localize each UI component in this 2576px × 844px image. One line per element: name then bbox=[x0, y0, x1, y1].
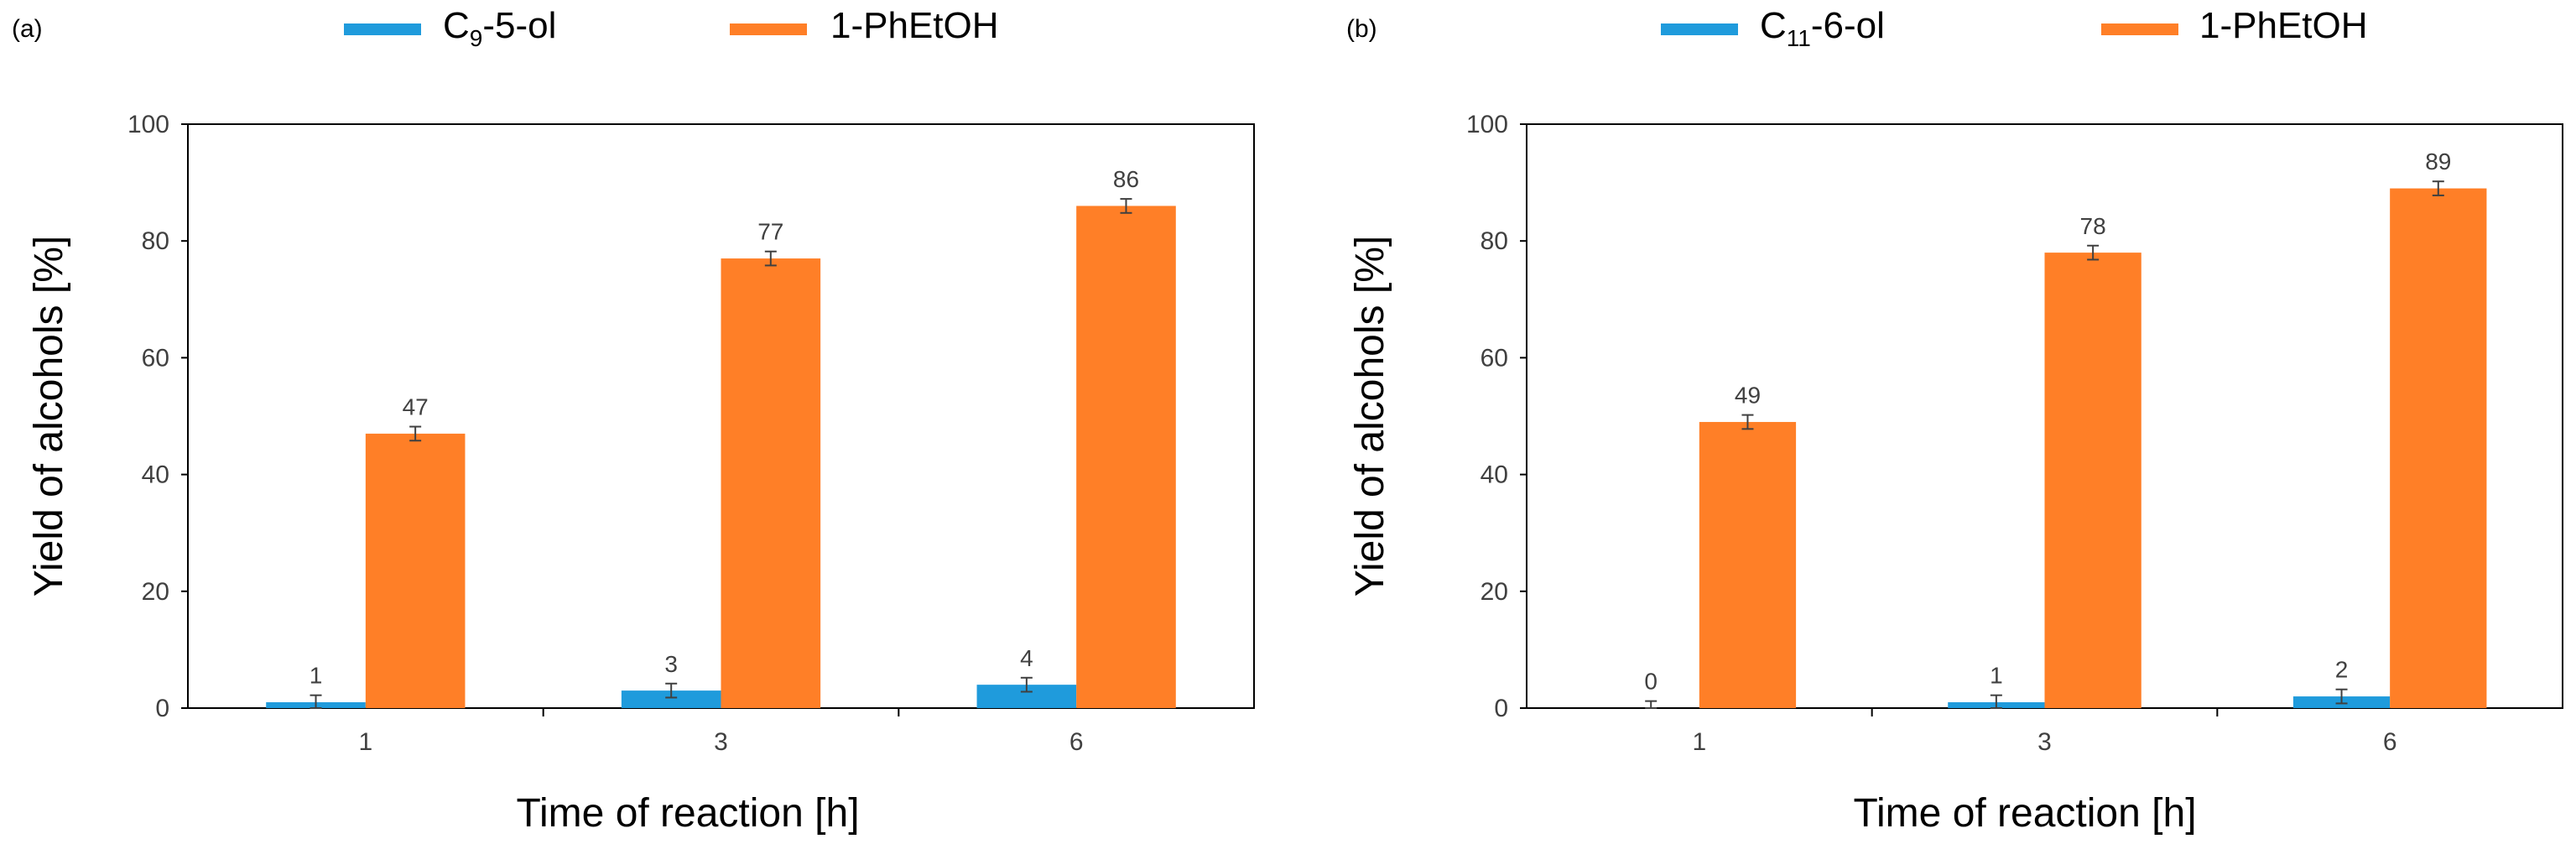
data-label: 77 bbox=[757, 219, 783, 245]
y-tick-label: 60 bbox=[1481, 344, 1508, 372]
y-tick-label: 100 bbox=[127, 111, 169, 138]
bar-series2-cat3 bbox=[2390, 188, 2487, 708]
x-tick-label: 6 bbox=[2383, 728, 2397, 756]
y-tick-label: 80 bbox=[1481, 227, 1508, 255]
data-label: 4 bbox=[1020, 645, 1033, 671]
error-bar bbox=[409, 425, 422, 442]
x-tick-label: 3 bbox=[2037, 728, 2052, 756]
data-label: 89 bbox=[2425, 148, 2451, 175]
y-tick-label: 0 bbox=[155, 695, 169, 722]
x-tick-label: 1 bbox=[1692, 728, 1706, 756]
error-bar bbox=[764, 250, 777, 267]
error-bar bbox=[665, 682, 678, 699]
error-bar bbox=[1020, 676, 1033, 693]
error-bar bbox=[1741, 414, 1754, 430]
bar-series2-cat1 bbox=[365, 433, 466, 708]
bar-series2-cat2 bbox=[2044, 253, 2141, 708]
data-label: 3 bbox=[664, 651, 678, 677]
y-tick-label: 0 bbox=[1494, 695, 1508, 722]
y-tick-label: 40 bbox=[142, 461, 169, 489]
legend-swatch-2 bbox=[2101, 23, 2178, 35]
data-label: 2 bbox=[2335, 657, 2349, 683]
data-label: 86 bbox=[1113, 166, 1139, 192]
y-tick-label: 100 bbox=[1466, 111, 1508, 138]
legend-label-1: C9-5-ol bbox=[443, 5, 556, 51]
legend-label-2: 1-PhEtOH bbox=[830, 5, 999, 46]
legend-label-2: 1-PhEtOH bbox=[2199, 5, 2368, 46]
y-axis-title: Yield of alcohols [%] bbox=[1348, 236, 1392, 597]
legend-swatch-1 bbox=[344, 23, 421, 35]
panel-label: (a) bbox=[12, 15, 43, 43]
data-label: 49 bbox=[1735, 383, 1761, 409]
error-bar bbox=[1120, 198, 1132, 214]
y-tick-label: 20 bbox=[1481, 578, 1508, 606]
bar-series2-cat1 bbox=[1699, 421, 1797, 708]
y-tick-label: 60 bbox=[142, 344, 169, 372]
x-axis-title: Time of reaction [h] bbox=[1853, 791, 2196, 836]
y-tick-label: 80 bbox=[142, 227, 169, 255]
x-axis-title: Time of reaction [h] bbox=[516, 791, 859, 836]
data-label: 78 bbox=[2080, 213, 2106, 239]
error-bar bbox=[2432, 180, 2444, 196]
legend-label-1: C11-6-ol bbox=[1760, 5, 1885, 51]
bar-series2-cat3 bbox=[1076, 206, 1176, 708]
chart-panel-1: (a) C9-5-ol 1-PhEtOH 0 20 40 60 80 100 1 1 47 3 3 77 6 4… bbox=[12, 5, 1255, 836]
x-tick-label: 1 bbox=[358, 728, 372, 756]
x-tick-label: 6 bbox=[1069, 728, 1084, 756]
bar-series2-cat2 bbox=[721, 258, 821, 709]
data-label: 47 bbox=[403, 394, 429, 420]
chart-panel-2: (b) C11-6-ol 1-PhEtOH 0 20 40 60 80 100 1 0 49 3 1 78 6… bbox=[1346, 5, 2563, 836]
error-bar bbox=[310, 694, 322, 709]
y-tick-label: 40 bbox=[1481, 461, 1508, 489]
data-label: 1 bbox=[310, 663, 323, 689]
y-tick-label: 20 bbox=[142, 578, 169, 606]
error-bar bbox=[2087, 244, 2100, 261]
bar-series1-cat2 bbox=[621, 690, 721, 708]
data-label: 1 bbox=[1990, 663, 2003, 689]
x-tick-label: 3 bbox=[714, 728, 728, 756]
legend-swatch-2 bbox=[730, 23, 807, 35]
error-bar bbox=[1645, 700, 1657, 709]
y-axis-title: Yield of alcohols [%] bbox=[27, 236, 71, 597]
legend-swatch-1 bbox=[1661, 23, 1738, 35]
error-bar bbox=[1990, 694, 2002, 709]
data-label: 0 bbox=[1644, 669, 1657, 695]
error-bar bbox=[2335, 688, 2348, 705]
panel-label: (b) bbox=[1346, 15, 1377, 43]
